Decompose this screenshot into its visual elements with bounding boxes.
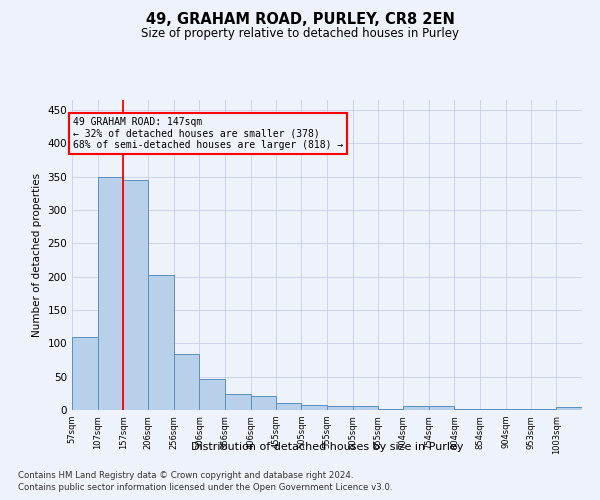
Bar (225, 394, 251, 410)
Bar (327, 406, 353, 410)
Bar (148, 274, 174, 410)
Bar (98, 176, 123, 410)
Text: 49 GRAHAM ROAD: 147sqm
← 32% of detached houses are smaller (378)
68% of semi-de: 49 GRAHAM ROAD: 147sqm ← 32% of detached… (73, 116, 343, 150)
Text: Contains public sector information licensed under the Open Government Licence v3: Contains public sector information licen… (18, 484, 392, 492)
Bar (199, 378, 225, 410)
Y-axis label: Number of detached properties: Number of detached properties (32, 173, 42, 337)
Bar (276, 404, 301, 410)
Bar (72, 336, 98, 410)
Bar (123, 180, 148, 410)
Bar (251, 396, 276, 410)
Bar (403, 406, 429, 410)
Bar (301, 404, 327, 410)
Bar (429, 406, 455, 410)
Bar (378, 408, 403, 410)
Bar (353, 406, 378, 410)
Text: Size of property relative to detached houses in Purley: Size of property relative to detached ho… (141, 28, 459, 40)
Text: 49, GRAHAM ROAD, PURLEY, CR8 2EN: 49, GRAHAM ROAD, PURLEY, CR8 2EN (146, 12, 454, 28)
Text: Contains HM Land Registry data © Crown copyright and database right 2024.: Contains HM Land Registry data © Crown c… (18, 471, 353, 480)
Bar (556, 408, 582, 410)
Bar (174, 354, 199, 410)
Text: Distribution of detached houses by size in Purley: Distribution of detached houses by size … (191, 442, 463, 452)
